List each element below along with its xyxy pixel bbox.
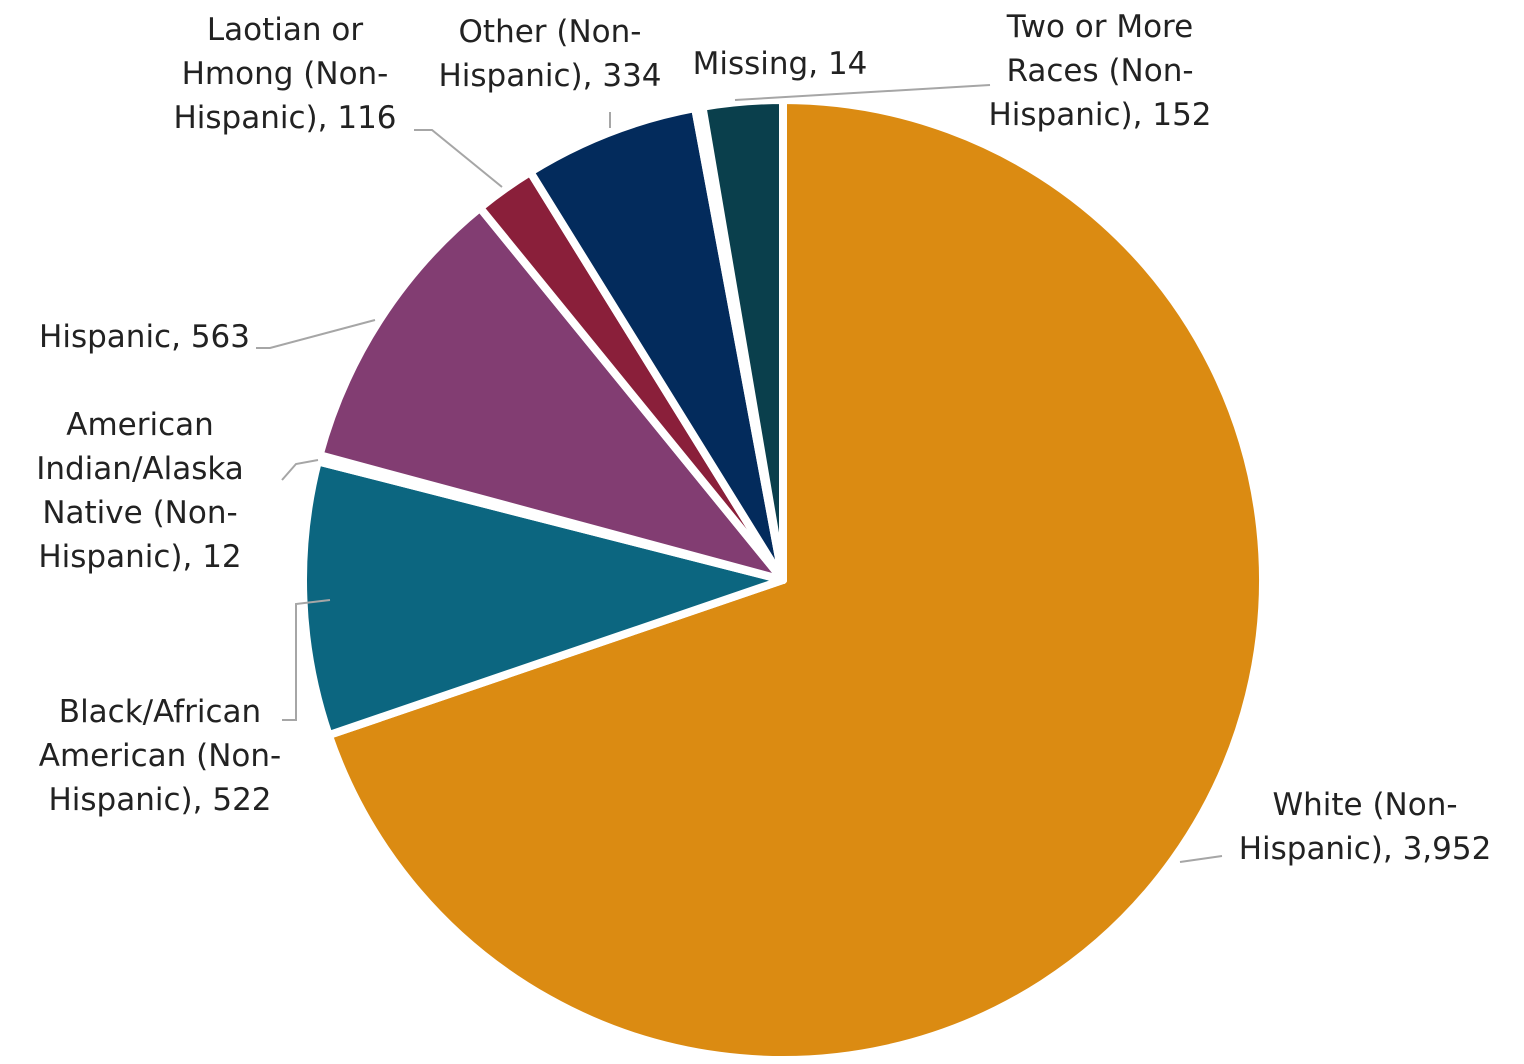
leader-line [256, 319, 376, 349]
category-name: Hispanic [39, 319, 172, 355]
pie-slice [315, 203, 787, 584]
data-label: American Indian/Alaska Native (Non-Hispa… [10, 403, 270, 579]
value-label: 563 [190, 319, 250, 355]
label-separator: , [1382, 831, 1403, 867]
value-label: 334 [602, 58, 662, 94]
leader-line [282, 599, 331, 721]
value-label: 522 [212, 782, 272, 818]
value-label: 152 [1152, 97, 1212, 133]
category-name: Missing [692, 46, 809, 82]
data-label: Other (Non-Hispanic), 334 [415, 10, 685, 98]
leader-line [414, 129, 503, 188]
pie-slice [324, 96, 1267, 1064]
category-name: White (Non-Hispanic) [1238, 787, 1458, 867]
leader-line [1179, 855, 1223, 863]
label-separator: , [192, 782, 213, 818]
pie-slice [526, 104, 787, 584]
label-separator: , [1132, 97, 1153, 133]
value-label: 14 [827, 46, 868, 82]
data-label: Missing, 14 [680, 42, 880, 86]
category-name: Two or More Races (Non-Hispanic) [988, 9, 1194, 133]
label-separator: , [582, 58, 603, 94]
category-name: American Indian/Alaska Native (Non-Hispa… [36, 407, 244, 575]
leader-line [281, 459, 319, 481]
category-name: Laotian or Hmong (Non-Hispanic) [173, 12, 389, 136]
leader-line [734, 84, 991, 101]
value-label: 12 [202, 539, 242, 575]
data-label: White (Non-Hispanic), 3,952 [1210, 783, 1520, 871]
pie-slice [698, 96, 787, 584]
label-separator: , [182, 539, 203, 575]
data-label: Two or More Races (Non-Hispanic), 152 [975, 5, 1225, 137]
category-name: Other (Non-Hispanic) [438, 14, 642, 94]
label-separator: , [171, 319, 191, 355]
data-label: Laotian or Hmong (Non-Hispanic), 116 [150, 8, 420, 140]
pie-slice [299, 457, 787, 740]
data-label: Black/African American (Non-Hispanic), 5… [10, 690, 310, 822]
value-label: 116 [337, 100, 397, 136]
data-label: Hispanic, 563 [0, 315, 250, 359]
value-label: 3,952 [1402, 831, 1492, 867]
category-name: Black/African American (Non-Hispanic) [38, 694, 282, 818]
label-separator: , [317, 100, 338, 136]
label-separator: , [808, 46, 828, 82]
